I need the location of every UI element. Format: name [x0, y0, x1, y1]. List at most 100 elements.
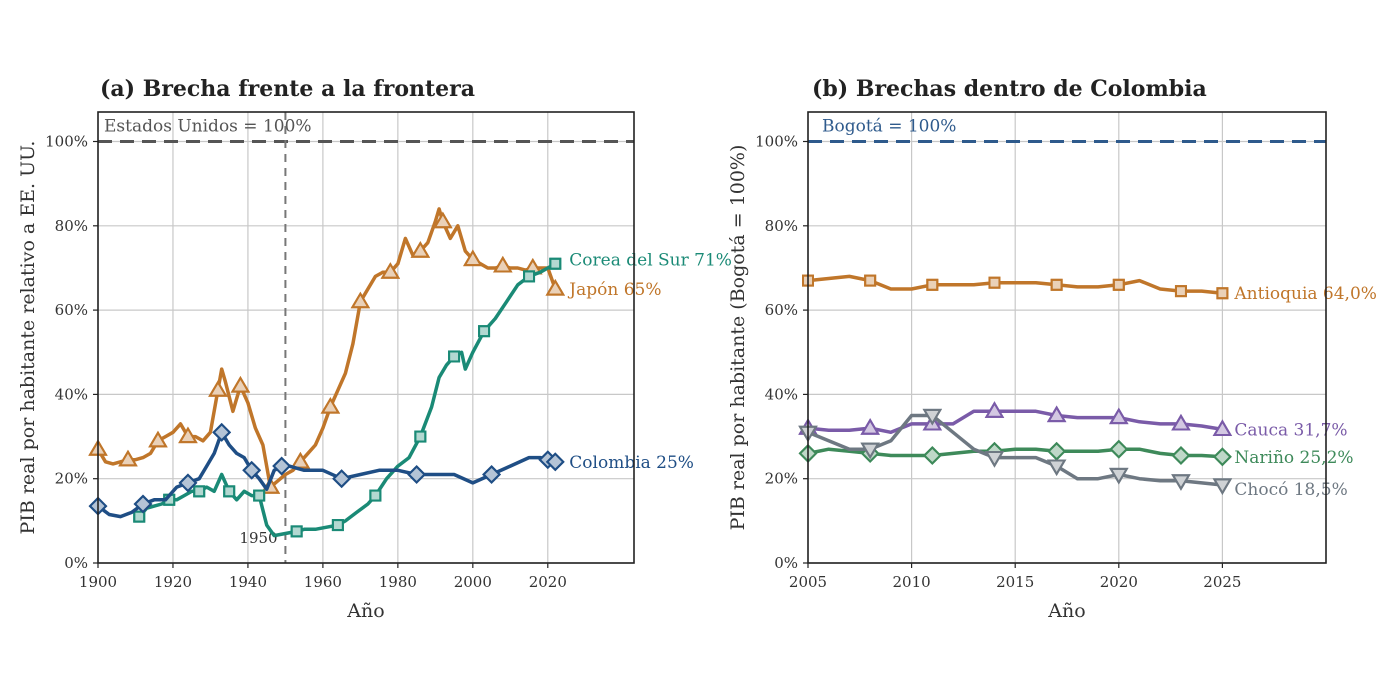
x-tick-label: 1900 — [79, 573, 117, 591]
plot-frame — [807, 111, 1327, 564]
data-point-fill — [193, 485, 206, 498]
data-point-fill — [1212, 447, 1232, 467]
y-tick-label: 20% — [765, 470, 798, 488]
data-point-fill — [242, 460, 262, 480]
data-point-fill — [253, 489, 266, 502]
reference-line-label: Estados Unidos = 100% — [104, 117, 312, 137]
data-point-fill — [1212, 478, 1233, 495]
series-label: Nariño 25,2% — [1234, 448, 1353, 468]
series-2: Colombia 25% — [88, 422, 694, 519]
y-tick-label: 0% — [64, 554, 88, 572]
x-tick-label: 1980 — [379, 573, 417, 591]
x-tick-label: 2020 — [1100, 573, 1138, 591]
series-line — [806, 409, 1225, 435]
series-0: Antioquia 64,0% — [802, 274, 1377, 304]
data-point-fill — [369, 489, 382, 502]
data-point-fill — [1109, 467, 1129, 485]
series-label: Corea del Sur 71% — [569, 251, 732, 271]
data-point-fill — [922, 408, 943, 426]
data-point-fill — [380, 262, 401, 279]
x-tick-label: 1920 — [154, 573, 192, 591]
y-tick-label: 40% — [55, 385, 88, 403]
y-axis-label: PIB real por habitante relativo a EE. UU… — [17, 141, 39, 535]
data-point-fill — [1046, 405, 1067, 423]
series-line — [806, 274, 1225, 295]
panel-title: (b) Brechas dentro de Colombia — [812, 76, 1207, 102]
series-line — [96, 430, 558, 519]
series-label: Chocó 18,5% — [1234, 480, 1347, 500]
x-tick-label: 2000 — [454, 573, 492, 591]
data-point-fill — [178, 426, 198, 444]
reference-line-label: Bogotá = 100% — [822, 117, 956, 137]
data-point-fill — [860, 442, 880, 460]
y-tick-label: 80% — [765, 217, 798, 235]
data-point-fill — [1174, 285, 1187, 298]
data-point-fill — [545, 279, 566, 296]
y-tick-label: 0% — [774, 554, 798, 572]
data-point-fill — [463, 249, 483, 267]
data-point-fill — [864, 274, 877, 287]
series-label: Cauca 31,7% — [1234, 420, 1347, 440]
data-point-fill — [1171, 446, 1191, 465]
series-1: Cauca 31,7% — [798, 401, 1348, 440]
data-point-fill — [208, 380, 228, 397]
series-label: Colombia 25% — [569, 453, 694, 473]
y-tick-label: 80% — [55, 217, 88, 235]
series-1: Corea del Sur 71% — [133, 251, 732, 538]
data-point-fill — [926, 278, 939, 291]
panel-b: (b) Brechas dentro de Colombia 2005 2010 20… — [727, 76, 1377, 622]
vertical-marker-label: 1950 — [239, 529, 277, 547]
x-axis-label: Año — [346, 600, 384, 622]
data-point-fill — [223, 485, 236, 498]
data-point-fill — [545, 452, 565, 472]
data-point-fill — [448, 350, 461, 363]
data-point-fill — [1216, 287, 1229, 300]
panel-a: (a) Brecha frente a la frontera 1900 1920 1… — [17, 76, 732, 622]
data-point-fill — [118, 449, 138, 467]
data-point-fill — [988, 276, 1001, 289]
y-tick-label: 20% — [55, 470, 88, 488]
data-point-fill — [478, 325, 491, 338]
data-point-fill — [1212, 419, 1233, 436]
data-point-fill — [984, 401, 1005, 418]
x-tick-label: 1940 — [229, 573, 267, 591]
x-tick-label: 2015 — [996, 573, 1034, 591]
x-axis-label: Año — [1047, 600, 1085, 622]
x-tick-label: 2025 — [1203, 573, 1241, 591]
y-tick-label: 100% — [755, 133, 798, 151]
data-point-fill — [290, 525, 303, 538]
series-line — [96, 207, 558, 489]
data-point-fill — [350, 291, 371, 309]
series-3: Chocó 18,5% — [798, 408, 1348, 500]
series-0: Japón 65% — [88, 207, 662, 494]
y-axis-label: PIB real por habitante (Bogotá = 100%) — [727, 145, 749, 531]
data-point-fill — [331, 519, 344, 532]
data-point-fill — [1046, 459, 1067, 477]
data-point-fill — [860, 418, 880, 435]
data-point-fill — [1047, 441, 1067, 461]
data-point-fill — [493, 255, 513, 273]
data-point-fill — [1109, 407, 1129, 425]
data-point-fill — [407, 465, 427, 484]
data-point-fill — [1112, 278, 1125, 291]
data-point-fill — [1171, 474, 1191, 491]
data-point-fill — [523, 270, 536, 283]
data-point-fill — [410, 241, 431, 258]
y-tick-label: 60% — [765, 301, 798, 319]
data-point-fill — [414, 430, 427, 443]
data-point-fill — [984, 451, 1005, 468]
x-tick-label: 2020 — [529, 573, 567, 591]
data-point-fill — [178, 473, 198, 493]
data-point-fill — [1050, 278, 1063, 291]
series-label: Antioquia 64,0% — [1233, 284, 1377, 304]
y-tick-label: 40% — [765, 385, 798, 403]
data-point-fill — [1109, 439, 1129, 459]
x-tick-label: 2005 — [789, 573, 827, 591]
plot-frame — [97, 111, 635, 564]
data-point-fill — [212, 422, 232, 442]
data-point-fill — [148, 430, 168, 448]
data-point-fill — [1171, 413, 1191, 431]
data-point-fill — [320, 397, 341, 414]
series-label: Japón 65% — [567, 280, 661, 300]
